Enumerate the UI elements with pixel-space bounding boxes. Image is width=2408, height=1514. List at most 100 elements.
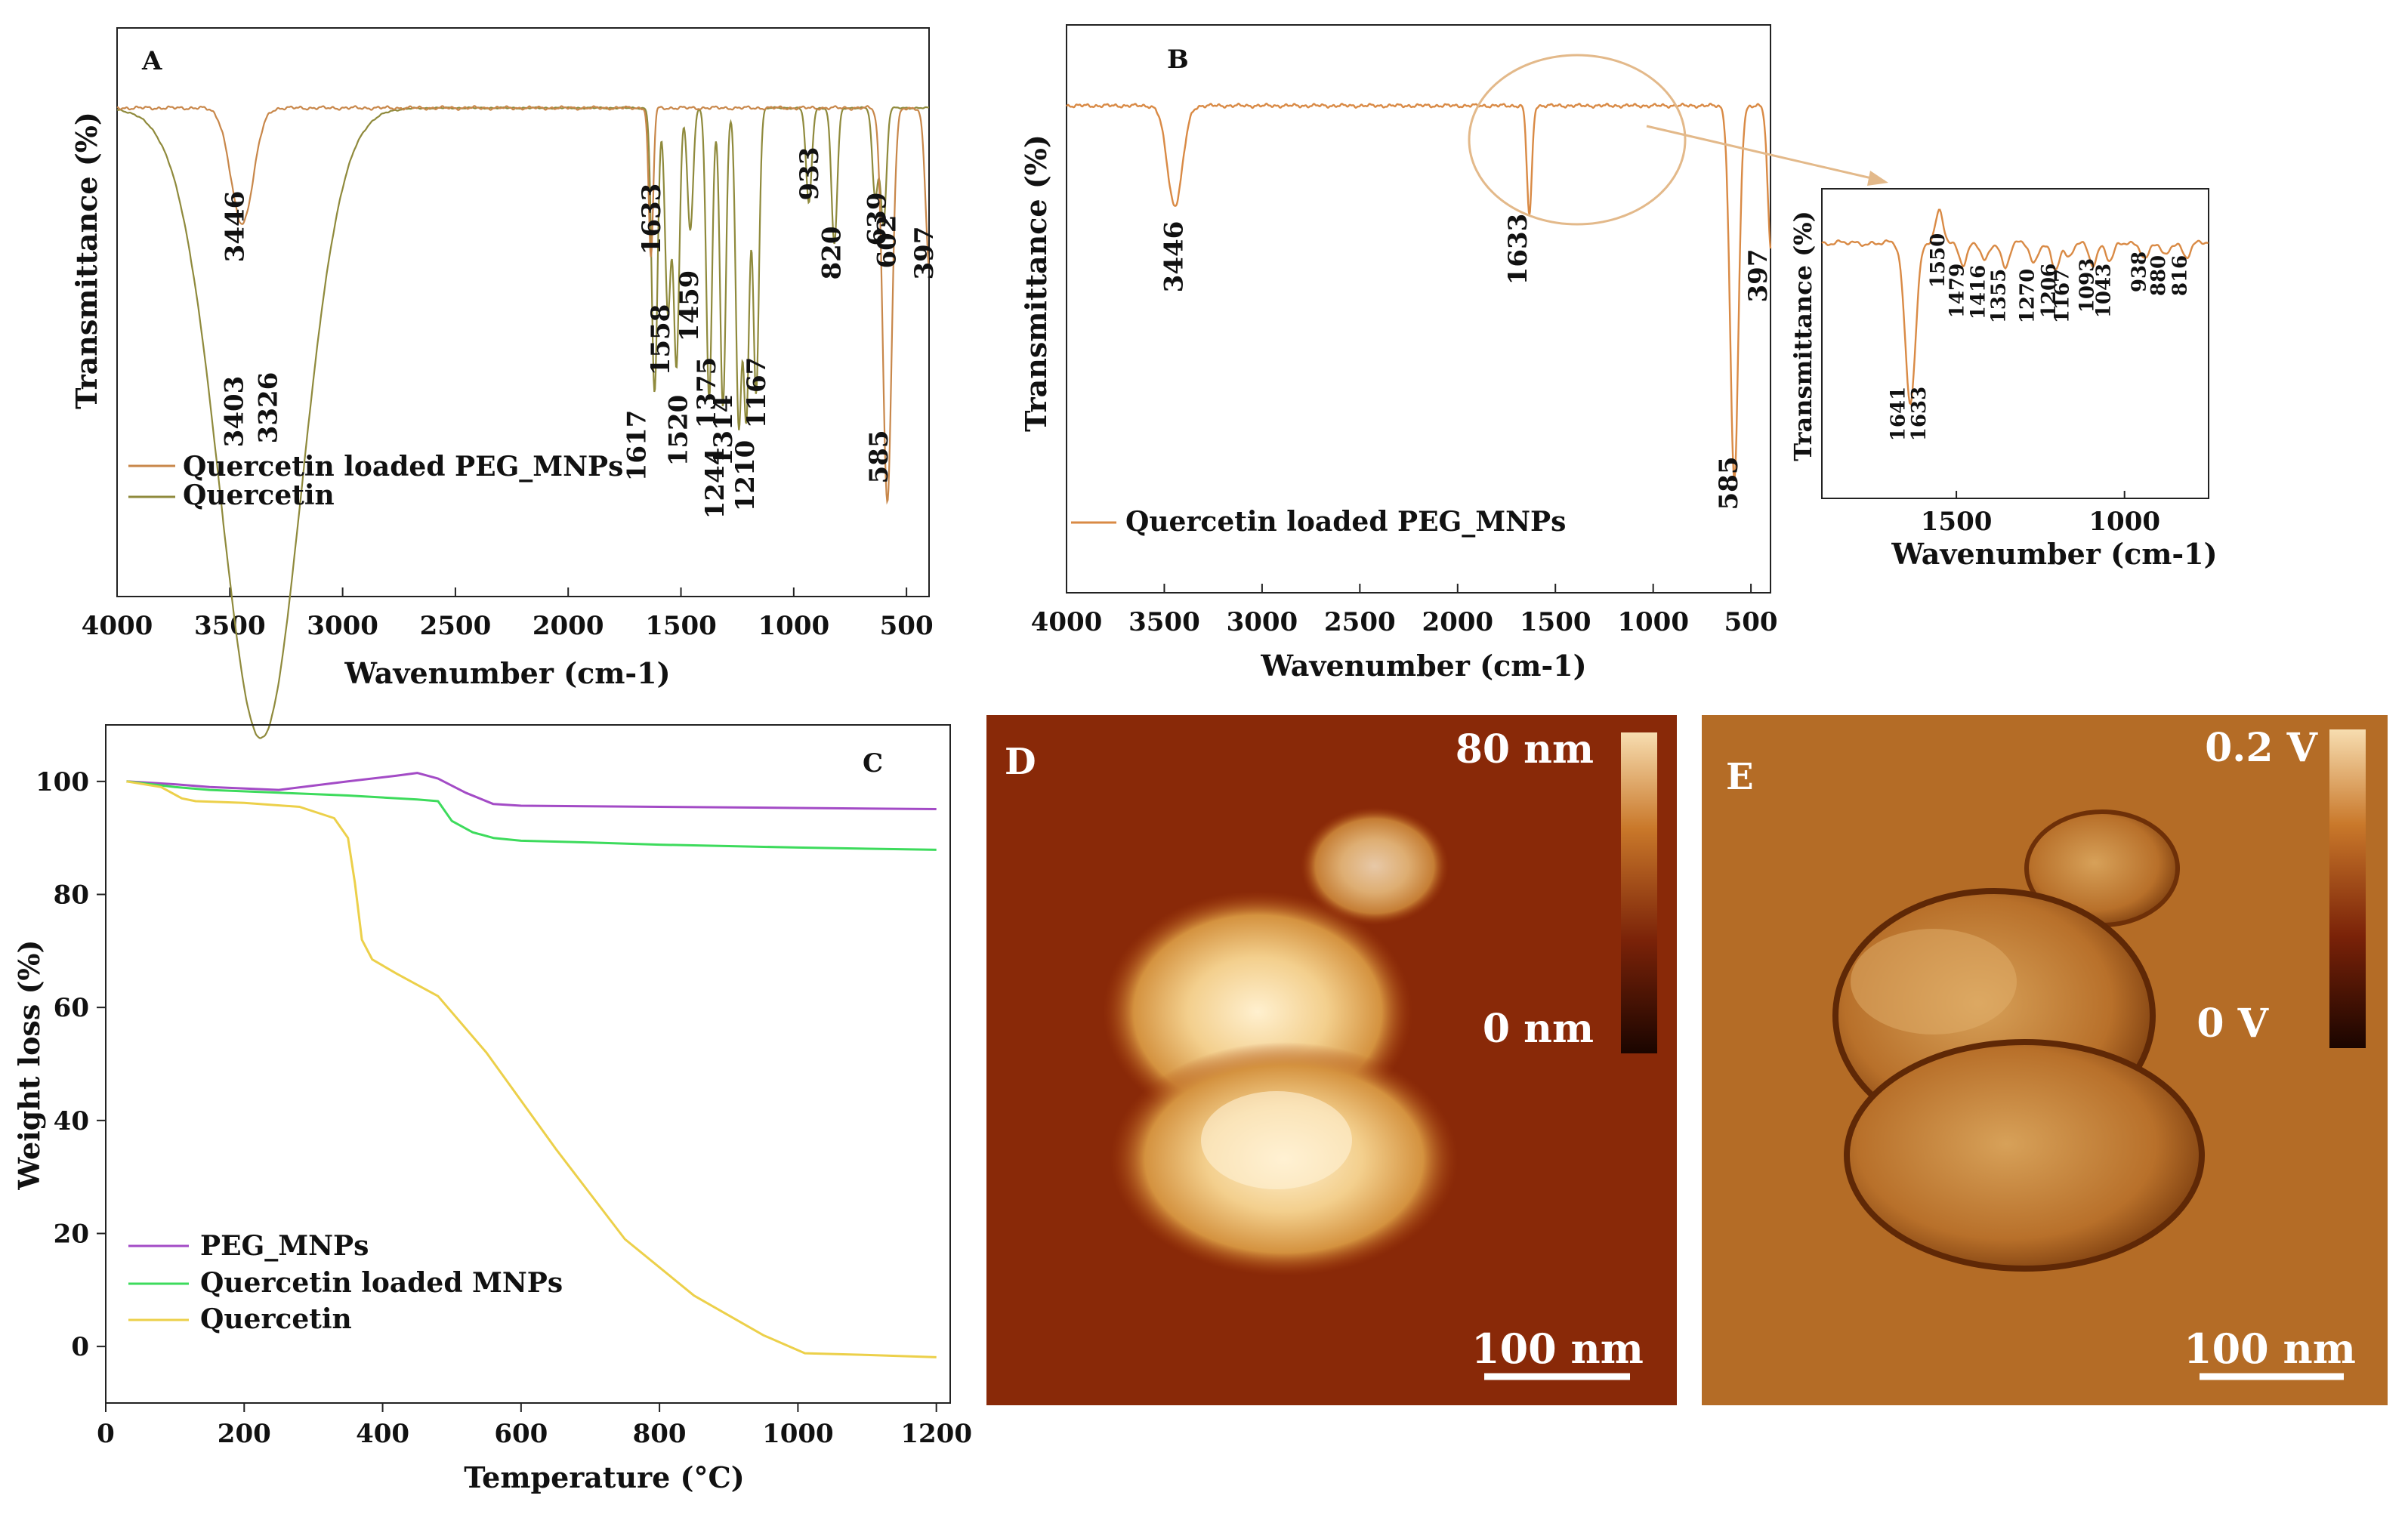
panel-b-x-tick-label: 4000	[1031, 607, 1103, 637]
panel-c-series-peg-mnps	[126, 772, 937, 810]
panel-c-y-tick-label: 20	[54, 1220, 89, 1250]
panel-b-legend: Quercetin loaded PEG_MNPs	[1071, 506, 1566, 538]
panel-c-frame	[105, 724, 951, 1404]
panel-a-annotations: 3446 3403 3326 1633 1617 1558 1520 1459 13751314…	[219, 147, 940, 520]
panel-a-peak-label: 397	[909, 227, 940, 280]
panel-c-x-tick-label: 600	[494, 1419, 548, 1449]
panel-c-series-quercetin-loaded-mnps	[126, 780, 937, 851]
panel-b-series-peg-mnps	[1066, 102, 1772, 483]
panel-c-x-axis-title: Temperature (°C)	[464, 1460, 745, 1494]
panel-a-peak-label: 1210	[730, 440, 761, 512]
panel-c-y-tick-label: 0	[71, 1332, 89, 1362]
panel-b-inset-frame	[1821, 188, 2209, 499]
panel-b-frame	[1066, 24, 1771, 594]
panel-a-peak-label: 933	[795, 147, 825, 201]
panel-b-inset-peak-label: 1355	[1988, 269, 2011, 323]
panel-e-particle-highlight	[1851, 929, 2017, 1035]
panel-d-scale-min: 0 nm	[1483, 1006, 1594, 1052]
panel-a-x-tick-label: 4000	[82, 611, 153, 641]
panel-c-x-tick-label: 1000	[762, 1419, 834, 1449]
panel-b-inset-x-ticks: 1500 1000	[1921, 491, 2160, 537]
panel-a-peak-label: 585	[864, 430, 894, 484]
panel-b-x-ticks: 4000 3500 3000 2500 2000 1500 1000 500	[1031, 584, 1778, 637]
panel-b-peak-label: 585	[1714, 457, 1744, 510]
panel-d-particle-small	[1301, 807, 1449, 925]
panel-a-x-tick-label: 3500	[194, 611, 266, 641]
panel-b-x-tick-label: 3000	[1227, 607, 1298, 637]
panel-a-peak-label: 3446	[220, 191, 250, 263]
panel-b-x-tick-label: 1000	[1617, 607, 1689, 637]
panel-b-inset-spectrum	[1821, 208, 2209, 406]
panel-c-legend-label-1: PEG_MNPs	[200, 1230, 369, 1262]
panel-c-series-quercetin	[126, 780, 937, 1358]
panel-c-x-tick-label: 800	[633, 1419, 687, 1449]
panel-c-curves	[126, 772, 937, 1358]
panel-e-afm-amplitude: E 0.2 V 0 V 100 nm	[1702, 715, 2388, 1405]
panel-a-peak-label: 820	[817, 227, 847, 280]
panel-a-legend-label-1: Quercetin loaded PEG_MNPs	[183, 451, 623, 483]
panel-e-particle	[1832, 809, 2205, 1272]
panel-a-x-axis-title: Wavenumber (cm-1)	[344, 656, 670, 690]
panel-a-x-tick-label: 1500	[645, 611, 717, 641]
panel-c-y-axis-title: Weight loss (%)	[12, 939, 46, 1190]
panel-b-ftir: B 4000 3500 3000 2500 2000 1500 1000 500 3446 16…	[1019, 24, 2218, 683]
panel-a-peak-label: 1617	[622, 410, 653, 482]
panel-a-series-peg-mnps	[116, 105, 931, 505]
panel-a-letter: A	[141, 46, 162, 76]
panel-a-x-ticks: 4000 3500 3000 2500 2000 1500 1000 500	[82, 587, 934, 641]
panel-b-inset-peak-label: 1093	[2076, 258, 2098, 313]
panel-e-scale-bar-label: 100 nm	[2184, 1324, 2356, 1373]
panel-b-annotations: 3446 1633 585 397	[1159, 214, 1773, 510]
panel-b-legend-label: Quercetin loaded PEG_MNPs	[1125, 506, 1566, 538]
panel-a-x-tick-label: 3000	[307, 611, 378, 641]
panel-a-peak-label: 1314	[709, 395, 739, 467]
panel-c-y-tick-label: 100	[36, 767, 89, 797]
panel-d-afm-height: D 80 nm 0 nm 100 nm	[986, 715, 1677, 1405]
panel-a-peak-label: 1167	[742, 357, 772, 429]
panel-b-peak-label: 1633	[1503, 214, 1533, 285]
panel-d-particle	[1103, 807, 1458, 1276]
panel-a-frame	[116, 27, 930, 597]
panel-c-y-tick-label: 60	[54, 993, 89, 1023]
panel-a-peak-label: 1459	[675, 270, 705, 342]
panel-c-legend-label-2: Quercetin loaded MNPs	[200, 1267, 563, 1299]
panel-b-inset-peak-label: 1550	[1927, 233, 1950, 288]
panel-a-peak-label: 3403	[219, 376, 249, 448]
panel-c-letter: C	[863, 748, 883, 779]
panel-c-legend: PEG_MNPs Quercetin loaded MNPs Quercetin	[128, 1230, 563, 1335]
panel-e-scale-max: 0.2 V	[2205, 725, 2319, 771]
panel-b-inset-peak-label: 1206	[2038, 264, 2061, 318]
panel-a-peak-label: 1558	[646, 304, 676, 376]
panel-b-inset-peak-label: 1416	[1967, 265, 1990, 319]
panel-b-highlight-ellipse	[1468, 54, 1687, 226]
panel-d-letter: D	[1005, 741, 1036, 783]
panel-c-y-tick-label: 40	[54, 1106, 89, 1136]
panel-c-x-tick-label: 400	[356, 1419, 409, 1449]
panel-a-peak-label: 1633	[637, 183, 667, 255]
panel-c-tga: C 0 200 400 600 800 1000 1200 0 20 40 60 80 100 Temp…	[12, 724, 972, 1494]
panel-b-inset-peak-label: 880	[2147, 255, 2170, 296]
panel-a-peak-label: 602	[872, 215, 903, 269]
panel-b-x-tick-label: 500	[1724, 607, 1778, 637]
panel-a-legend: Quercetin loaded PEG_MNPs Quercetin	[128, 451, 623, 511]
panel-d-particle-core	[1201, 1091, 1352, 1189]
panel-d-colorbar	[1621, 732, 1657, 1053]
panel-b-x-tick-label: 1500	[1520, 607, 1591, 637]
panel-b-inset-peak-label: 1641	[1887, 387, 1909, 441]
panel-b-y-axis-title: Transmittance (%)	[1019, 134, 1053, 432]
panel-b-inset-peak-label: 938	[2128, 251, 2150, 292]
panel-b-inset-x-tick-label: 1500	[1921, 507, 1993, 537]
panel-b-letter: B	[1167, 45, 1189, 75]
panel-c-legend-label-3: Quercetin	[200, 1303, 352, 1335]
panel-e-particle-lower	[1844, 1039, 2205, 1272]
panel-b-inset-peak-label: 816	[2169, 255, 2192, 296]
panel-a-x-tick-label: 2000	[533, 611, 604, 641]
panel-b-inset-arrow-head	[1867, 171, 1888, 186]
panel-b-spectrum	[1066, 102, 1772, 483]
panel-b-inset-peak-label: 1270	[2016, 269, 2039, 323]
panel-a-y-axis-title: Transmittance (%)	[69, 112, 103, 409]
panel-c-x-tick-label: 200	[218, 1419, 271, 1449]
panel-b-inset-peak-label: 1633	[1908, 387, 1931, 441]
panel-a-x-tick-label: 2500	[420, 611, 492, 641]
